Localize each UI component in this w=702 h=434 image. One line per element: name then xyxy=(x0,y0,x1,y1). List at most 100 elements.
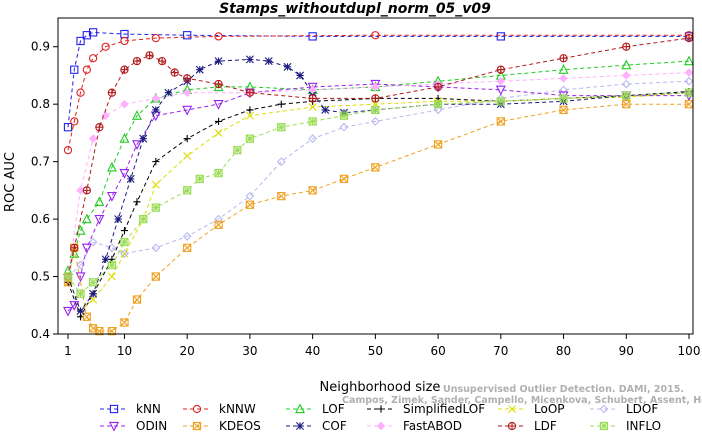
legend-marker-COF xyxy=(296,422,304,430)
data-point-ODIN xyxy=(119,168,130,179)
data-point-FastABOD xyxy=(308,85,317,95)
data-point-FastABOD xyxy=(684,68,694,77)
series-FastABOD xyxy=(63,68,694,281)
data-point-LOF xyxy=(621,59,632,70)
data-point-ODIN xyxy=(495,85,506,96)
data-point-LDF xyxy=(82,186,91,195)
legend-item-LDF: LDF xyxy=(498,419,557,433)
y-tick-label: 0.4 xyxy=(31,327,50,341)
x-tick-label: 40 xyxy=(305,344,320,358)
data-point-kNNW xyxy=(76,88,85,97)
legend-marker-KDEOS xyxy=(192,421,202,431)
x-tick-label: 30 xyxy=(242,344,257,358)
data-point-FastABOD xyxy=(621,71,631,80)
data-point-LDOF xyxy=(339,122,349,132)
data-point-KDEOS xyxy=(245,200,255,209)
data-point-LDF xyxy=(95,123,104,132)
data-point-LoOP xyxy=(183,151,192,160)
data-point-kNNW xyxy=(371,31,380,40)
data-point-KDEOS xyxy=(183,243,192,252)
data-point-KDEOS xyxy=(496,117,505,126)
y-tick-label: 0.5 xyxy=(31,270,50,284)
x-tick-label: 80 xyxy=(556,344,571,358)
series-LoOP xyxy=(64,88,693,316)
data-point-LDOF xyxy=(88,237,98,247)
data-point-KDEOS xyxy=(151,272,160,281)
legend-marker-LOF xyxy=(295,403,305,414)
series-LDF xyxy=(63,33,694,281)
data-point-INFLO xyxy=(214,168,223,178)
data-point-LDF xyxy=(496,65,505,74)
data-point-LDF xyxy=(245,88,255,97)
legend-label-kNN: kNN xyxy=(136,402,161,416)
chart-title: Stamps_withoutdupl_norm_05_v09 xyxy=(219,1,491,17)
data-point-kNN xyxy=(70,65,79,74)
data-point-LDOF xyxy=(433,105,443,115)
data-point-kNNW xyxy=(82,65,91,74)
series-KDEOS xyxy=(63,100,694,336)
legend-item-LOF: LOF xyxy=(286,402,345,416)
legend-item-INFLO: INFLO xyxy=(590,419,661,433)
legend-item-COF: COF xyxy=(286,419,347,433)
data-point-COF xyxy=(139,134,148,143)
data-point-ODIN xyxy=(106,191,117,202)
data-point-LDOF xyxy=(245,191,255,201)
data-point-LDOF xyxy=(621,79,631,89)
legend-item-KDEOS: KDEOS xyxy=(183,419,261,433)
y-tick-label: 0.9 xyxy=(31,40,50,54)
data-point-LDOF xyxy=(559,85,568,95)
data-point-LOF xyxy=(75,224,86,235)
data-point-kNNW xyxy=(214,32,223,41)
data-point-ODIN xyxy=(132,140,142,151)
legend-label-KDEOS: KDEOS xyxy=(219,419,261,433)
data-point-LDF xyxy=(157,56,167,66)
data-point-FastABOD xyxy=(151,94,161,103)
series-LDOF xyxy=(63,76,694,281)
legend-marker-kNNW xyxy=(192,404,202,414)
x-tick-label: 20 xyxy=(180,344,195,358)
series-line-COF xyxy=(67,58,690,313)
data-point-KDEOS xyxy=(433,140,443,149)
data-point-LOF xyxy=(213,81,224,92)
data-point-LDF xyxy=(120,65,129,74)
legend-item-SimplifiedLOF: SimplifiedLOF xyxy=(367,402,485,416)
data-point-COF xyxy=(164,88,173,97)
data-point-FastABOD xyxy=(101,111,110,120)
series-line-INFLO xyxy=(67,92,690,295)
data-point-COF xyxy=(245,55,254,64)
data-point-SimplifiedLOF xyxy=(246,106,254,114)
data-point-COF xyxy=(296,71,305,80)
data-point-COF xyxy=(283,62,292,71)
data-point-LDF xyxy=(170,68,179,77)
legend-item-ODIN: ODIN xyxy=(100,419,167,433)
data-point-COF xyxy=(264,57,273,66)
legend-marker-SimplifiedLOF xyxy=(377,405,385,413)
data-point-KDEOS xyxy=(214,220,223,229)
data-point-KDEOS xyxy=(82,312,91,321)
data-point-INFLO xyxy=(622,91,631,100)
legend-label-kNNW: kNNW xyxy=(219,402,256,416)
data-point-kNN xyxy=(308,32,317,41)
data-point-LDF xyxy=(183,74,192,83)
data-point-INFLO xyxy=(183,186,192,195)
data-point-ODIN xyxy=(213,100,224,110)
data-point-INFLO xyxy=(107,260,117,270)
data-point-SimplifiedLOF xyxy=(133,198,141,206)
data-point-LoOP xyxy=(120,249,129,258)
data-point-ODIN xyxy=(94,214,105,225)
data-point-kNNW xyxy=(101,42,110,51)
data-point-COF xyxy=(101,255,110,264)
series-line-LoOP xyxy=(67,92,690,312)
data-point-INFLO xyxy=(233,145,242,155)
data-point-COF xyxy=(76,307,85,316)
data-point-LDF xyxy=(371,94,380,103)
legend-label-LoOP: LoOP xyxy=(534,402,565,416)
data-point-KDEOS xyxy=(120,318,129,327)
data-point-KDEOS xyxy=(559,105,568,115)
data-point-LDF xyxy=(107,88,117,97)
series-line-ODIN xyxy=(67,83,689,312)
data-point-INFLO xyxy=(76,289,85,298)
data-point-kNNW xyxy=(120,36,129,46)
data-point-LoOP xyxy=(214,128,223,137)
